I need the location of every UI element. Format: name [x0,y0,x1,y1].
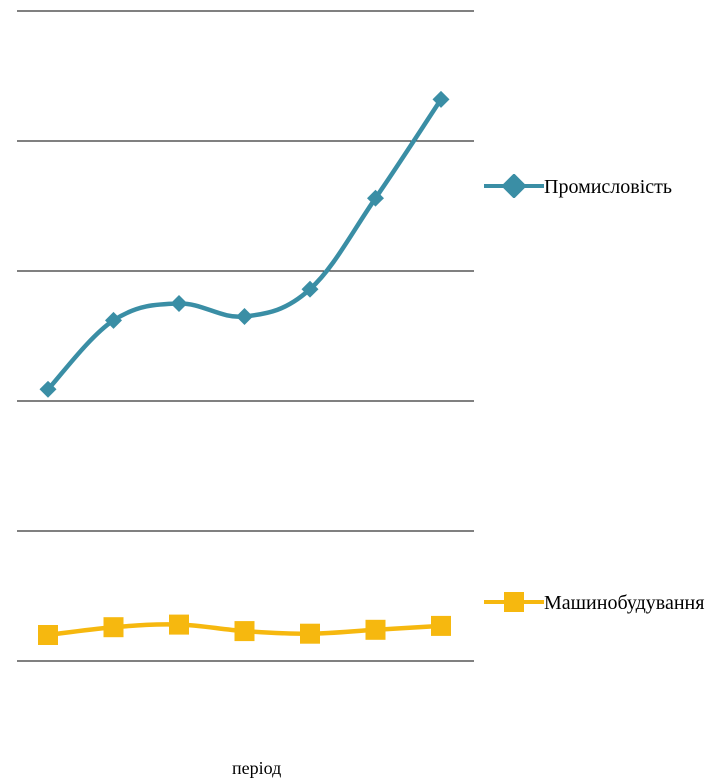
data-point-series-2-6 [365,619,386,640]
data-point-series-2-1 [38,625,58,645]
data-point-series-1-7 [432,90,450,108]
legend-entry-series-1: Промисловість [484,174,672,200]
x-axis-label: період [232,758,282,778]
data-point-series-2-2 [103,617,124,638]
series-line-1 [45,97,444,392]
legend-swatch-series-1 [484,174,544,198]
data-point-series-2-4 [234,621,255,642]
data-point-series-1-3 [170,295,188,312]
data-point-series-2-5 [300,623,320,644]
legend-entry-series-2: Машинобудування [484,590,724,616]
series-markers [38,90,451,645]
legend-label-series-2: Машинобудування [544,592,705,614]
data-point-series-1-5 [301,280,319,298]
data-point-series-1-4 [236,308,253,325]
legend-swatch-series-2 [484,592,544,612]
data-point-series-1-6 [367,189,384,207]
gridlines [17,10,474,662]
data-point-series-2-3 [169,614,189,635]
legend-label-series-1: Промисловість [544,176,673,198]
series-lines [45,97,444,638]
data-point-series-2-7 [431,615,451,636]
data-point-series-1-2 [105,311,122,329]
